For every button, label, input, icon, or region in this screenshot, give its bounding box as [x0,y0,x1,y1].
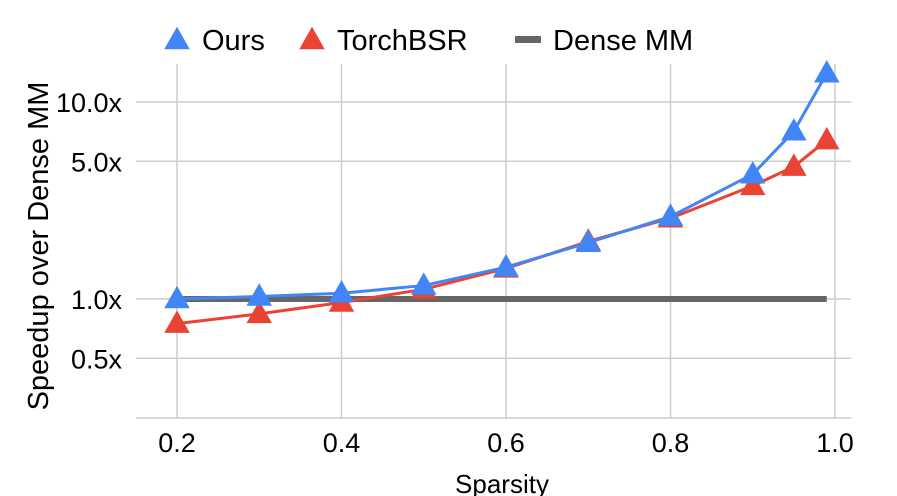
y-axis-title: Speedup over Dense MM [23,82,55,411]
y-tick-label: 5.0x [71,147,123,177]
data-point-ours [328,280,355,303]
data-point-ours [164,285,190,309]
legend-item-dense-mm: Dense MM [515,25,693,57]
series-ours [164,60,840,309]
x-tick-label: 1.0 [816,428,854,458]
series-layer [164,60,840,333]
legend-label-ours: Ours [202,25,265,57]
legend-swatch-ours [164,26,190,50]
data-point-torchbsr [739,172,766,196]
legend-item-ours: Ours [164,25,265,57]
legend-swatch-torchbsr [299,26,325,50]
y-tick-label: 1.0x [71,285,123,315]
series-line-ours [176,72,829,301]
data-point-ours [814,60,840,83]
y-axis-ticks: 0.5x 1.0x 5.0x 10.0x [56,88,123,374]
data-point-ours [575,229,602,252]
data-point-torchbsr [814,126,840,150]
y-tick-label: 0.5x [71,344,123,374]
gridlines [136,64,851,419]
data-point-ours [410,272,437,295]
x-tick-label: 0.6 [487,428,525,458]
legend-item-torchbsr: TorchBSR [299,25,468,57]
x-tick-label: 0.8 [652,428,690,458]
data-point-torchbsr [781,153,807,176]
data-point-ours [493,254,519,277]
legend-swatch-dense-mm [515,36,541,43]
data-point-torchbsr [164,310,190,333]
legend-label-dense-mm: Dense MM [553,25,693,57]
x-tick-label: 0.2 [158,428,196,458]
x-tick-label: 0.4 [323,428,361,458]
data-point-ours [739,161,766,184]
legend: Ours TorchBSR Dense MM [164,25,693,57]
data-point-ours [657,203,684,226]
x-axis-title: Sparsity [455,469,549,496]
data-point-torchbsr [246,300,273,324]
y-tick-label: 10.0x [56,88,123,118]
x-axis-ticks: 0.2 0.4 0.6 0.8 1.0 [158,428,854,458]
data-point-ours [781,118,807,141]
legend-label-torchbsr: TorchBSR [337,25,468,57]
data-point-ours [246,283,273,306]
